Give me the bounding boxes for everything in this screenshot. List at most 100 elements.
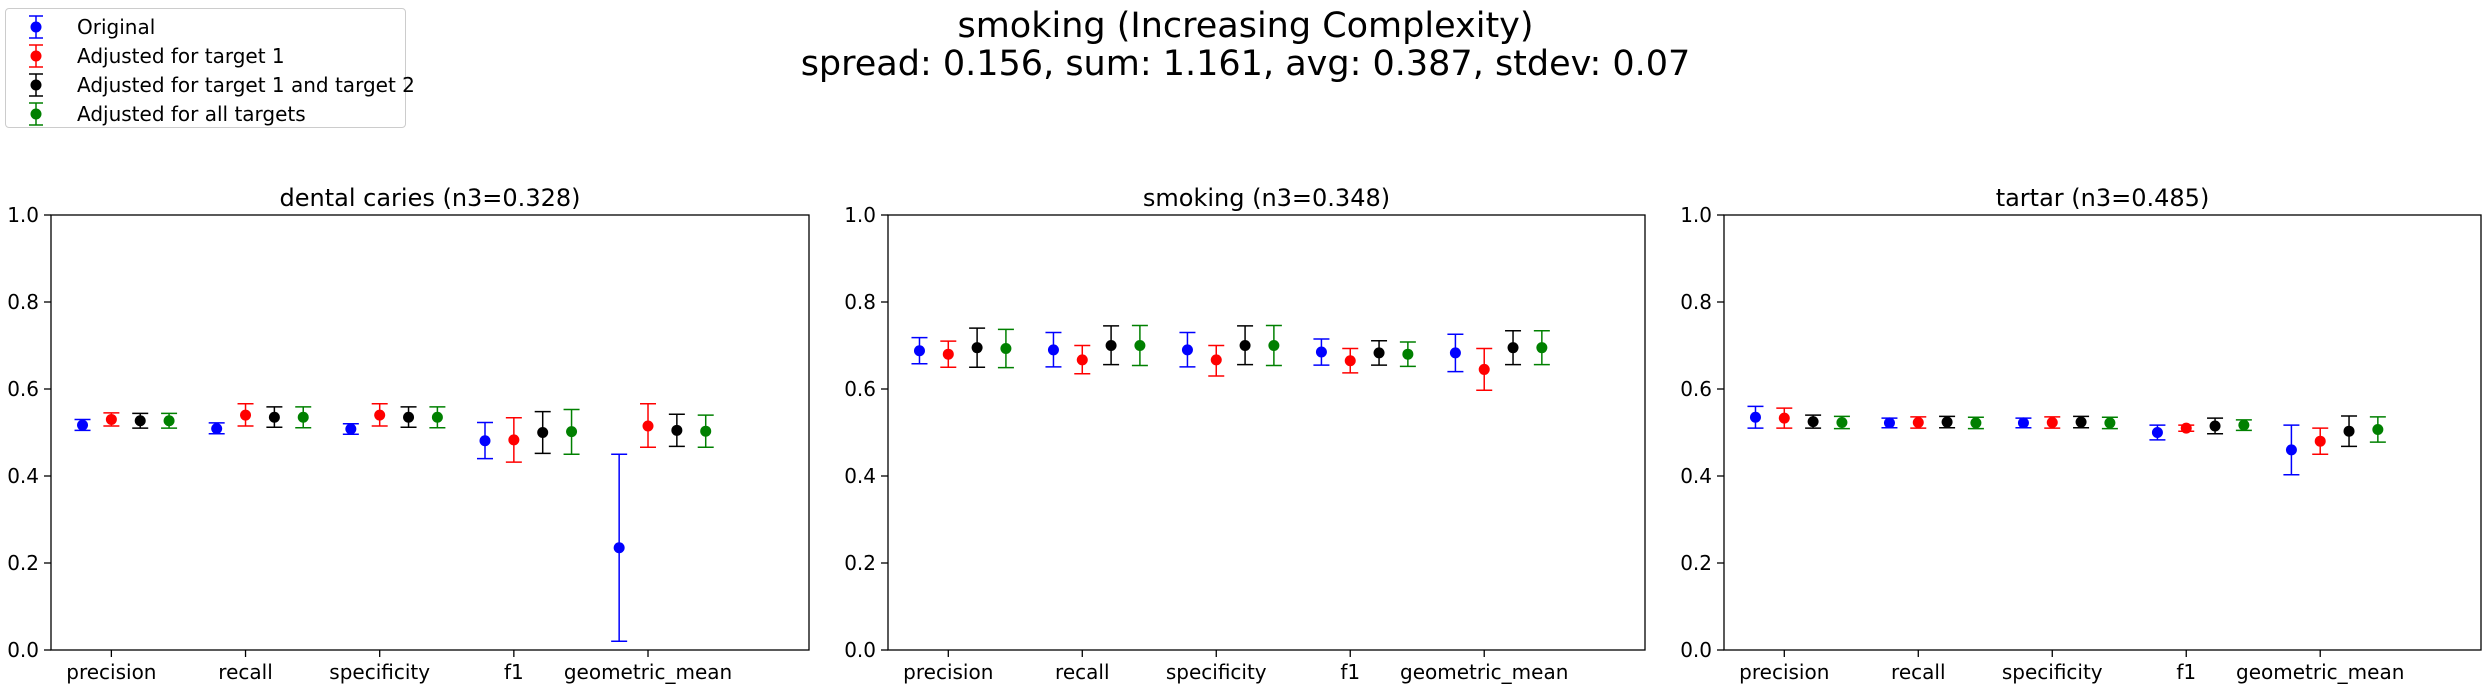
y-tick-label: 0.8 [1680, 290, 1712, 314]
data-point [1076, 354, 1088, 366]
data-point [1210, 354, 1222, 366]
y-tick-label: 0.2 [1680, 551, 1712, 575]
series-3 [1805, 414, 2358, 448]
data-point [2209, 420, 2221, 432]
subplot-title: smoking (n3=0.348) [1143, 184, 1390, 212]
series-2 [940, 340, 1493, 392]
y-tick-label: 1.0 [1680, 203, 1712, 227]
series-3 [132, 406, 685, 455]
series-1 [1747, 405, 2300, 476]
legend-item-target1: Adjusted for target 1 [18, 42, 285, 70]
data-point [642, 420, 654, 432]
subplot-title: tartar (n3=0.485) [1996, 184, 2210, 212]
x-tick-label: precision [903, 660, 993, 684]
axes-frame [50, 214, 810, 651]
series-1 [74, 418, 628, 643]
y-tick-label: 1.0 [844, 203, 876, 227]
subplot-2: smoking (n3=0.348) 0.0 0.2 0.4 0.6 0.8 1.0 prec… [844, 184, 1646, 684]
data-point [1749, 411, 1761, 423]
legend-marker-target1-target2 [29, 73, 43, 97]
data-point [2151, 427, 2163, 438]
series-1 [911, 331, 1464, 373]
data-point [1134, 340, 1146, 351]
series-3 [969, 325, 1522, 368]
data-point [1536, 342, 1548, 354]
data-point [1105, 340, 1117, 351]
data-point [1449, 347, 1461, 359]
legend-marker-original [29, 15, 43, 39]
data-point [2017, 417, 2029, 429]
figure-title: smoking (Increasing Complexity) [957, 6, 1534, 46]
axes-frame [1723, 214, 2482, 651]
data-point [700, 425, 712, 437]
data-point [1315, 346, 1327, 358]
series-4 [997, 324, 1550, 369]
data-point [1181, 344, 1193, 356]
y-tick-label: 0.6 [1680, 377, 1712, 401]
data-point [1970, 417, 1982, 429]
data-point [345, 423, 357, 435]
x-tick-label: precision [1739, 660, 1829, 684]
series-4 [161, 406, 714, 455]
data-point [1778, 412, 1790, 424]
x-tick-label: recall [1891, 660, 1945, 684]
y-tick-label: 0.4 [844, 464, 876, 488]
data-point [671, 424, 683, 436]
y-tick-label: 0.8 [844, 290, 876, 314]
data-point [613, 542, 625, 554]
x-tick-label: specificity [329, 660, 430, 684]
data-point [2104, 417, 2116, 429]
y-tick-label: 0.8 [7, 290, 39, 314]
x-tick-label: f1 [1340, 660, 1360, 684]
subplot-1: dental caries (n3=0.328) 0.0 0.2 0.4 0.6 0.8 1… [7, 184, 810, 684]
data-point [971, 342, 983, 354]
data-point [1000, 343, 1012, 355]
y-tick-label: 0.0 [7, 638, 39, 662]
data-point [1268, 340, 1280, 351]
data-point [431, 411, 443, 423]
data-point [2180, 422, 2192, 434]
data-point [508, 434, 520, 446]
series-4 [1833, 415, 2386, 443]
data-point [479, 435, 491, 447]
data-point [942, 348, 954, 360]
y-tick-label: 0.6 [844, 377, 876, 401]
data-point [1373, 347, 1385, 359]
x-tick-label: f1 [504, 660, 524, 684]
data-point [1507, 342, 1519, 354]
data-point [1047, 344, 1059, 356]
data-point [1807, 416, 1819, 428]
data-point [2238, 419, 2250, 431]
data-point [1912, 416, 1924, 428]
y-tick-label: 0.6 [7, 377, 39, 401]
data-point [913, 345, 925, 357]
data-point [1836, 416, 1848, 428]
data-point [1402, 348, 1414, 360]
x-tick-label: specificity [2002, 660, 2103, 684]
data-point [2285, 444, 2297, 456]
legend-marker-all-targets [29, 102, 43, 126]
data-point [2046, 416, 2058, 428]
x-tick-label: f1 [2176, 660, 2196, 684]
data-point [2314, 435, 2326, 447]
x-tick-label: geometric_mean [1400, 660, 1568, 684]
legend-label-original: Original [77, 15, 156, 39]
y-tick-label: 0.4 [1680, 464, 1712, 488]
legend-label-target1-target2: Adjusted for target 1 and target 2 [77, 73, 415, 97]
legend: Original Adjusted for target 1 Adjusted … [5, 8, 415, 128]
data-point [1941, 416, 1953, 428]
legend-marker-target1 [29, 44, 43, 68]
axes-frame [887, 214, 1646, 651]
data-point [403, 411, 415, 423]
data-point [2343, 425, 2355, 437]
data-point [268, 411, 280, 423]
data-point [537, 427, 549, 438]
y-tick-label: 0.0 [1680, 638, 1712, 662]
data-point [2372, 423, 2384, 435]
x-tick-label: recall [218, 660, 272, 684]
figure-summary-stats: spread: 0.156, sum: 1.161, avg: 0.387, s… [800, 44, 1691, 84]
y-tick-label: 0.2 [844, 551, 876, 575]
data-point [1239, 340, 1251, 351]
y-tick-label: 1.0 [7, 203, 39, 227]
subplot-3: tartar (n3=0.485) 0.0 0.2 0.4 0.6 0.8 1.0 preci… [1680, 184, 2482, 684]
